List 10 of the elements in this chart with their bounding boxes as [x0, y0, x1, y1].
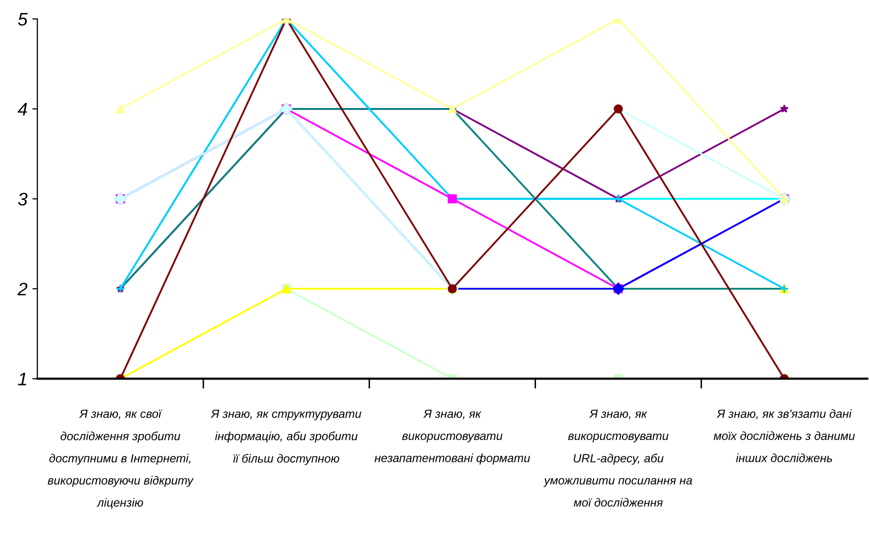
y-tick-label: 3: [18, 192, 28, 206]
y-tick-label: 5: [18, 13, 28, 26]
x-tick-label: Я знаю, як свої дослідження зробити доступними в Інтернеті, використовуючи відкриту ліцензію: [48, 410, 194, 509]
x-tick-label: Я знаю, як структурувати інформацію, аби зробити її більш доступною: [210, 410, 362, 465]
y-tick-label: 1: [18, 372, 26, 386]
x-tick-label: Я знаю, як зв'язати дані моїх досліджень з даними інших досліджень: [714, 409, 855, 462]
y-tick-label: 2: [17, 282, 28, 296]
category-label: Я знаю, як використовувати незапатентовані формати: [374, 410, 530, 465]
category-label: Я знаю, як використовувати URL-адресу, аби уможливити посилання на мої дослідження: [543, 410, 692, 507]
y-tick-label: 4: [18, 102, 27, 116]
